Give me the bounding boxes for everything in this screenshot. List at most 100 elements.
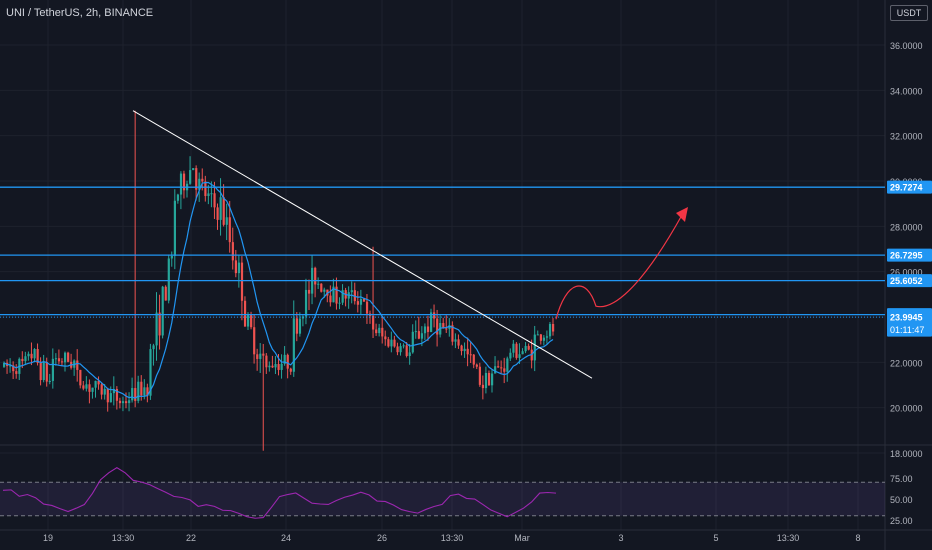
candle [121,396,125,412]
candle-body [292,318,295,372]
candle-body [36,348,39,363]
candle-body [399,346,402,353]
candle [491,369,494,393]
candle [372,246,375,339]
candle [256,348,259,371]
price-tick-label: 20.0000 [890,404,923,414]
candle [402,343,405,349]
candle [237,255,241,288]
candle-body [509,352,512,359]
candle [268,361,271,372]
candle [109,386,112,403]
candle [137,375,140,404]
price-levels [0,186,885,318]
candle [112,376,115,406]
candle-body [94,380,97,388]
candle-body [423,326,427,334]
candle-body [274,363,277,368]
candle [262,343,265,451]
time-tick-label: Mar [514,533,530,543]
candle-body [48,380,51,382]
candle-body [393,339,396,347]
candle [192,168,195,171]
candle [451,321,454,346]
candle [356,291,359,313]
candle [417,316,420,340]
candle-body [265,355,268,368]
candle-body [161,286,164,336]
descending-trendline[interactable] [132,110,593,379]
candle-body [283,354,286,364]
price-tick-label: 34.0000 [890,86,923,96]
candle-body [359,298,363,305]
candle [539,333,542,345]
time-tick-label: 5 [713,533,718,543]
price-level-tag-label: 23.9945 [890,313,923,323]
candle [548,321,552,340]
candle-body [460,345,463,352]
candle [100,382,103,400]
candle-body [182,173,186,191]
candle [39,357,42,386]
candle-body [219,197,222,220]
price-level-tag[interactable] [887,248,932,262]
candle [317,277,320,289]
candle [79,369,82,389]
candle-body [237,262,241,274]
candle [426,315,430,341]
candle-body [9,365,12,367]
candle-body [478,366,481,385]
candle [36,343,39,366]
candle-body [137,381,140,401]
price-level-tag[interactable] [887,310,932,337]
candle [253,314,256,364]
candle [88,379,91,404]
candle-body [536,334,539,336]
candle [118,397,122,409]
candle [384,330,387,346]
price-level-tag[interactable] [887,274,932,288]
candle-body [204,181,207,197]
candle-body [30,353,33,359]
candle-body [518,354,521,358]
rsi-pane: 75.00 50.00 25.00 [0,467,913,526]
candle-body [60,361,64,363]
candle-body [85,384,88,389]
candle-body [408,352,411,356]
time-tick-label: 24 [281,533,291,543]
candle [24,351,27,366]
candle-body [176,194,180,201]
candle [439,315,442,338]
currency-label[interactable]: USDT [890,5,928,21]
price-level-tag-label: 29.7274 [890,183,923,193]
candle [289,367,292,375]
candle [500,360,503,375]
candle [423,323,427,341]
candle-body [548,323,552,337]
candle [228,200,231,253]
candle [164,285,167,301]
candle [347,286,350,309]
candle [82,381,85,391]
candle [518,343,521,364]
candle [408,343,411,365]
candle [240,256,244,321]
candle-body [97,380,100,385]
candle-body [417,331,420,339]
candle-body [216,207,219,220]
time-tick-label: 13:30 [441,533,464,543]
candle [292,300,295,377]
candle [454,333,457,349]
candle [42,354,45,383]
candle-body [350,290,353,293]
candle [515,342,518,360]
candle-body [280,363,283,370]
candle-body [195,168,198,190]
candle [497,360,500,368]
price-level-tag[interactable] [887,180,932,194]
projection-arrow-path[interactable] [555,214,683,320]
candle [365,294,369,324]
candle-body [405,345,408,356]
candle [430,308,433,333]
